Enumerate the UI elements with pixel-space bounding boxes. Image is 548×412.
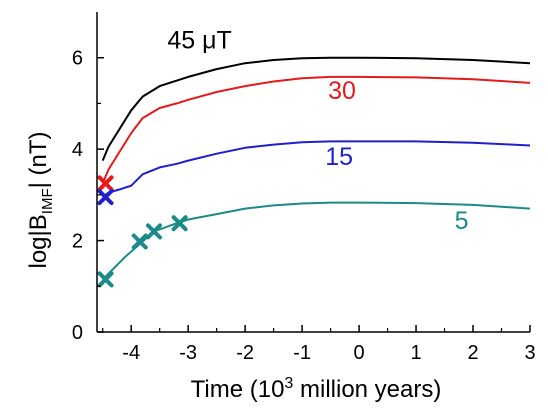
cross-marker-5 bbox=[97, 271, 114, 288]
x-tick-label: 0 bbox=[354, 342, 365, 364]
cross-marker-5 bbox=[171, 215, 188, 232]
y-axis-label: log|BIMF| (nT) bbox=[25, 131, 56, 268]
y-axis-label-sub: IMF bbox=[39, 188, 56, 214]
x-tick-label: -2 bbox=[236, 342, 254, 364]
series-label-15: 15 bbox=[325, 143, 353, 171]
x-tick-label: -1 bbox=[293, 342, 311, 364]
cross-marker-5 bbox=[131, 233, 148, 250]
plot-markers bbox=[97, 175, 188, 288]
y-axis-label-main: log|B bbox=[25, 214, 52, 268]
cross-marker-30 bbox=[97, 175, 114, 192]
y-tick-label: 6 bbox=[72, 48, 83, 70]
series-line-15 bbox=[102, 140, 531, 198]
y-axis-label-rest: | (nT) bbox=[25, 131, 52, 188]
cross-stroke bbox=[171, 215, 188, 232]
x-ticks: -4 -3 -2 -1 0 1 2 3 bbox=[102, 325, 536, 364]
cross-stroke bbox=[97, 271, 114, 288]
x-tick-label: 3 bbox=[524, 342, 535, 364]
plot-lines bbox=[101, 56, 531, 281]
axes bbox=[96, 12, 530, 333]
cross-marker-5 bbox=[145, 223, 162, 240]
x-axis-label-main: Time (10 bbox=[191, 376, 285, 403]
x-tick-label: 2 bbox=[467, 342, 478, 364]
y-tick-label: 4 bbox=[72, 139, 83, 161]
series-line-30 bbox=[101, 75, 531, 184]
cross-stroke bbox=[145, 223, 162, 240]
y-ticks: 0 2 4 6 bbox=[72, 48, 104, 344]
x-tick-label: 1 bbox=[410, 342, 421, 364]
cross-stroke bbox=[97, 189, 114, 206]
cross-stroke bbox=[97, 175, 114, 192]
y-tick-label: 0 bbox=[72, 322, 83, 344]
x-axis-label-sup: 3 bbox=[284, 375, 293, 392]
x-tick-label: -3 bbox=[179, 342, 197, 364]
series-label-45-t: 45 μT bbox=[167, 27, 231, 55]
x-axis-label-rest: million years) bbox=[293, 376, 441, 403]
y-tick-label: 2 bbox=[72, 231, 83, 253]
x-axis-label: Time (103 million years) bbox=[191, 375, 442, 403]
series-line-45-t bbox=[101, 56, 531, 161]
series-label-5: 5 bbox=[455, 207, 469, 235]
cross-marker-15 bbox=[97, 189, 114, 206]
series-label-30: 30 bbox=[328, 77, 356, 105]
series-labels: 45 μT 30 15 5 bbox=[167, 27, 468, 236]
cross-stroke bbox=[131, 233, 148, 250]
x-tick-label: -4 bbox=[122, 342, 140, 364]
